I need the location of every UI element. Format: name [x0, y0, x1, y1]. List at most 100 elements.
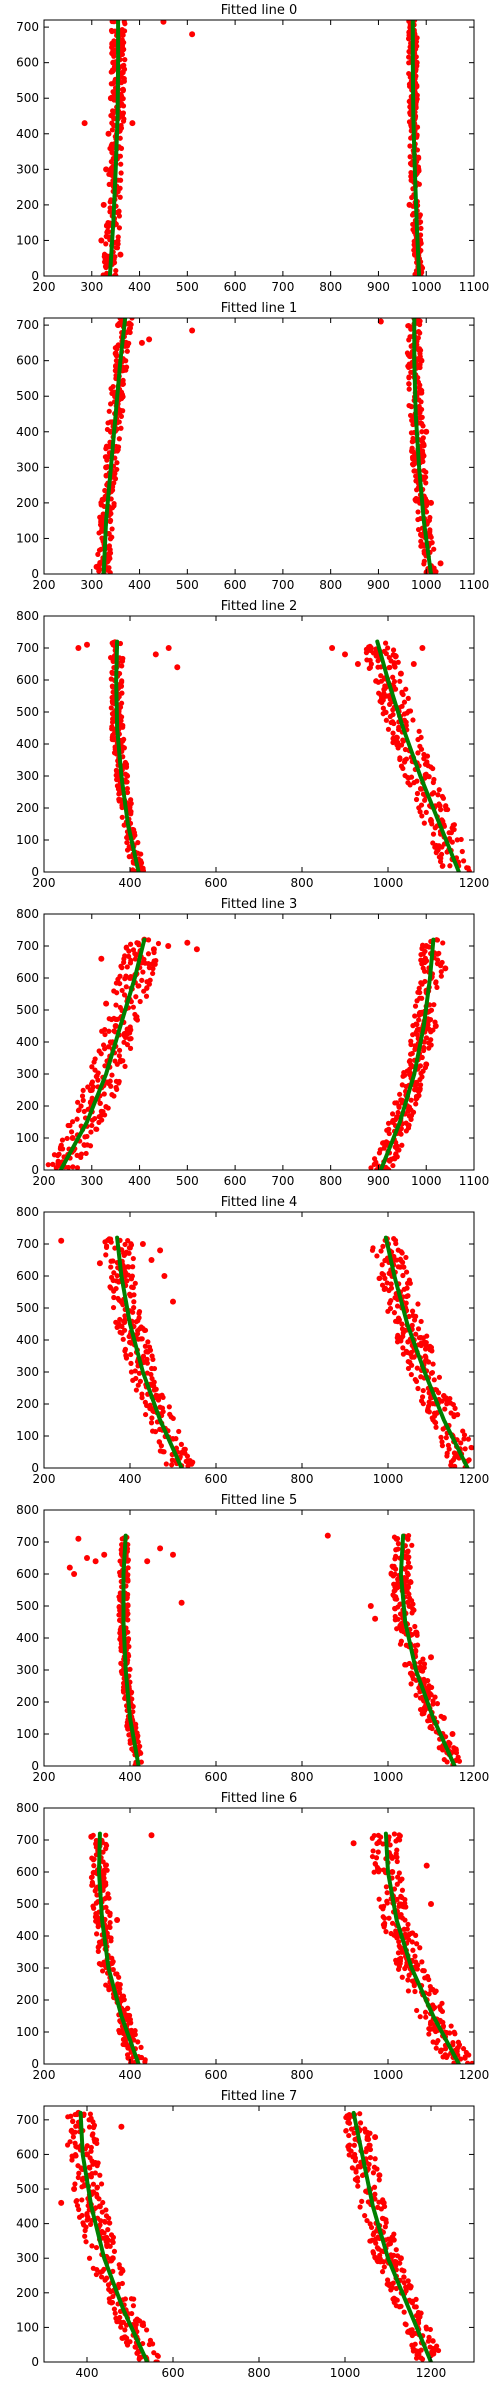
lane-pixel-point [109, 2255, 116, 2262]
x-tick-label: 400 [128, 280, 151, 294]
lane-pixel-point [189, 327, 196, 334]
lane-pixel-point [462, 1446, 468, 1452]
lane-pixel-point [75, 2163, 81, 2169]
lane-pixel-point [69, 1119, 76, 1125]
lane-pixel-point [108, 112, 114, 119]
lane-pixel-point [362, 2129, 369, 2135]
lane-pixel-point [385, 645, 391, 651]
lane-pixel-point [399, 690, 405, 696]
lane-pixel-point [107, 419, 114, 425]
lane-pixel-point [379, 1262, 385, 1268]
lane-pixel-point [422, 797, 428, 803]
lane-pixel-point [388, 1281, 394, 1287]
lane-pixel-point [376, 2177, 382, 2183]
lane-pixel-point [170, 1298, 176, 1305]
lane-pixel-point [98, 546, 104, 552]
lane-pixel-point [405, 2328, 412, 2334]
lane-pixel-point [371, 1869, 377, 1875]
lane-pixel-point [95, 551, 101, 557]
lane-pixel-point [90, 2189, 97, 2195]
lane-pixel-point [116, 225, 123, 231]
lane-pixel-point [405, 1921, 411, 1928]
lane-pixel-point [453, 2048, 460, 2055]
fitted-line-left [58, 937, 147, 1170]
lane-pixel-point [104, 457, 110, 463]
lane-pixel-point [389, 1119, 396, 1125]
lane-pixel-point [93, 1073, 99, 1080]
lane-pixel-point [117, 1004, 123, 1011]
fitted-line-right [351, 2110, 433, 2362]
lane-pixel-point [413, 796, 420, 803]
lane-pixel-point [419, 1074, 425, 1080]
lane-pixel-point [105, 2282, 112, 2288]
lane-pixel-point [434, 2343, 440, 2349]
lane-pixel-point [439, 2008, 446, 2015]
y-tick-label: 500 [16, 1003, 39, 1017]
lane-pixel-point [363, 2188, 369, 2194]
y-tick-label: 600 [16, 56, 39, 70]
y-tick-label: 700 [16, 2113, 39, 2127]
lane-pixel-point [127, 1740, 133, 1746]
lane-pixel-point [127, 1045, 134, 1051]
lane-pixel-point [399, 1321, 405, 1327]
lane-pixel-point [128, 1369, 135, 1375]
lane-pixel-point [466, 868, 472, 872]
lane-pixel-point [139, 1241, 146, 1247]
lane-pixel-point [120, 32, 126, 38]
lane-pixel-point [417, 809, 423, 815]
lane-pixel-point [416, 805, 422, 811]
lane-pixel-point [128, 1340, 134, 1346]
lane-pixel-point [119, 43, 126, 49]
lane-pixel-point [111, 2248, 118, 2254]
lane-pixel-point [108, 2232, 115, 2238]
lane-pixel-point [413, 1079, 419, 1085]
lane-pixel-point [397, 1264, 403, 1270]
lane-pixel-point [435, 847, 441, 853]
lane-pixel-point [376, 1150, 383, 1156]
lane-pixel-point [413, 1101, 419, 1107]
lane-pixel-point [92, 1115, 98, 1122]
lane-pixel-point [130, 1004, 136, 1010]
lane-pixel-point [388, 2252, 394, 2258]
lane-pixel-point [385, 726, 392, 732]
lane-pixel-point [119, 69, 126, 75]
lane-pixel-point [418, 225, 424, 232]
lane-pixel-point [140, 1353, 147, 1359]
lane-pixel-point [442, 1395, 448, 1401]
lane-pixel-point [113, 1016, 119, 1022]
lane-pixel-point [124, 1042, 131, 1048]
lane-pixel-point [97, 2222, 103, 2228]
x-tick-label: 800 [291, 876, 314, 890]
lane-pixel-point [80, 1097, 86, 1103]
y-tick-label: 500 [16, 1897, 39, 1911]
lane-pixel-point [123, 984, 129, 990]
y-tick-label: 400 [16, 425, 39, 439]
lane-pixel-point [389, 1920, 396, 1926]
lane-pixel-point [419, 1959, 425, 1965]
lane-pixel-point [103, 1832, 109, 1838]
lane-pixel-point [92, 1558, 99, 1565]
lane-pixel-point [380, 2199, 387, 2206]
plot-area [58, 2109, 442, 2362]
lane-pixel-point [412, 1953, 418, 1959]
lane-pixel-point [430, 779, 436, 786]
lane-pixel-point [348, 2126, 355, 2132]
y-tick-label: 200 [16, 1397, 39, 1411]
lane-pixel-point [381, 2259, 387, 2265]
lane-pixel-point [410, 1947, 416, 1953]
lane-pixel-point [89, 1122, 95, 1129]
lane-pixel-point [102, 1112, 108, 1118]
lane-pixel-point [397, 755, 403, 761]
lane-pixel-point [422, 2009, 429, 2015]
lane-pixel-point [383, 1884, 389, 1890]
lane-pixel-point [406, 1277, 413, 1283]
lane-pixel-point [403, 1254, 409, 1261]
lane-pixel-point [407, 83, 413, 89]
lane-pixel-point [90, 1903, 96, 1909]
lane-pixel-point [145, 951, 152, 957]
lane-pixel-point [412, 1623, 418, 1630]
y-tick-label: 200 [16, 2286, 39, 2300]
lane-pixel-point [84, 1555, 90, 1561]
lane-pixel-point [142, 2059, 148, 2064]
lane-pixel-point [387, 1842, 393, 1848]
